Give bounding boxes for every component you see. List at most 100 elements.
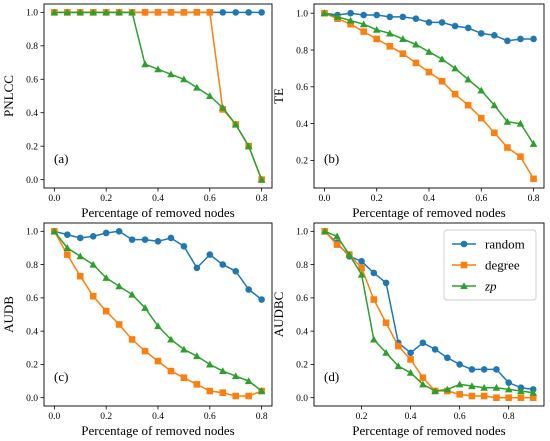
panel-label: (b): [324, 151, 339, 166]
legend-marker-zp: [460, 282, 468, 290]
data-point-random: [431, 346, 439, 353]
data-point-random: [407, 349, 414, 357]
data-point-degree: [493, 394, 500, 401]
data-point-degree: [333, 241, 341, 248]
data-point-random: [517, 35, 524, 43]
data-point-degree: [451, 90, 459, 98]
data-point-random: [360, 11, 367, 19]
data-point-random: [193, 264, 201, 272]
y-axis-label: PNLCC: [1, 75, 16, 117]
data-point-degree: [115, 321, 123, 328]
data-point-zp: [128, 8, 136, 16]
data-point-zp: [89, 260, 98, 268]
data-point-degree: [370, 296, 378, 303]
data-point-zp: [346, 16, 355, 24]
data-point-degree: [412, 59, 420, 67]
data-point-zp: [115, 8, 123, 16]
x-tick-label: 0.6: [204, 412, 216, 422]
data-point-degree: [141, 347, 149, 355]
data-point-random: [444, 354, 451, 362]
data-point-random: [232, 9, 240, 16]
x-tick-label: 0.0: [48, 412, 60, 422]
x-tick-label: 0.4: [405, 412, 417, 422]
x-tick-label: 0.0: [48, 194, 60, 204]
data-point-zp: [231, 372, 240, 380]
y-axis-label: TE: [271, 88, 286, 104]
data-point-zp: [76, 8, 85, 16]
data-point-zp: [455, 380, 464, 388]
data-point-zp: [102, 274, 110, 281]
data-point-zp: [516, 119, 525, 127]
data-point-random: [232, 267, 240, 275]
y-tick-label: 1.0: [296, 228, 308, 238]
y-tick-label: 0.0: [26, 176, 38, 186]
data-point-degree: [517, 153, 524, 161]
x-axis-label: Percentage of removed nodes: [81, 423, 234, 438]
data-point-degree: [530, 175, 537, 183]
data-point-degree: [468, 392, 476, 400]
data-point-zp: [244, 142, 253, 150]
y-tick-label: 0.8: [296, 46, 308, 56]
data-point-degree: [477, 114, 485, 122]
data-point-zp: [503, 117, 512, 125]
data-point-random: [468, 366, 476, 373]
data-point-degree: [505, 394, 512, 401]
data-point-degree: [358, 264, 365, 272]
data-point-random: [245, 286, 252, 293]
data-point-random: [167, 234, 175, 242]
data-point-zp: [406, 368, 415, 376]
y-tick-label: 1.0: [26, 9, 38, 19]
data-point-zp: [490, 101, 499, 109]
data-point-random: [412, 15, 420, 23]
data-point-zp: [50, 8, 59, 16]
data-point-zp: [438, 55, 446, 63]
data-point-zp: [320, 9, 329, 17]
y-tick-label: 0.6: [296, 83, 308, 93]
data-point-degree: [517, 394, 525, 401]
data-point-zp: [128, 290, 136, 298]
panel-4: 0.2 0.4 0.6 0.8 0.0 0.2 0.4 0.6 0.8 1.0 Percentage…: [271, 222, 545, 438]
data-point-zp: [357, 270, 366, 278]
x-axis-label: Percentage of removed nodes: [352, 205, 505, 220]
series-line-degree: [53, 230, 262, 397]
x-tick-label: 0.4: [152, 412, 164, 422]
y-tick-label: 0.4: [296, 120, 308, 130]
data-point-degree: [419, 374, 427, 382]
data-point-zp: [50, 227, 59, 235]
data-point-degree: [491, 129, 498, 137]
data-point-random: [102, 229, 110, 237]
data-point-degree: [76, 272, 84, 280]
data-point-zp: [529, 388, 538, 396]
data-point-random: [464, 24, 472, 32]
series-line-degree: [54, 11, 263, 180]
data-point-random: [493, 366, 500, 373]
data-point-zp: [333, 13, 342, 20]
x-tick-label: 0.6: [454, 412, 466, 422]
legend-label-zp: zp: [484, 279, 497, 294]
panel-label: (d): [324, 369, 339, 384]
data-point-random: [141, 236, 149, 243]
x-tick-label: 0.6: [204, 194, 216, 204]
data-point-zp: [399, 35, 407, 42]
data-point-random: [386, 13, 394, 21]
data-point-random: [180, 242, 188, 250]
data-point-zp: [333, 232, 341, 240]
data-point-random: [64, 231, 71, 238]
data-point-zp: [167, 335, 175, 343]
data-point-zp: [370, 335, 378, 343]
data-point-random: [154, 238, 162, 245]
legend-label-degree: degree: [485, 258, 520, 273]
data-point-degree: [154, 357, 162, 365]
data-point-degree: [373, 35, 381, 43]
data-point-zp: [218, 367, 227, 375]
data-point-zp: [394, 362, 403, 370]
data-point-zp: [492, 383, 501, 391]
data-point-zp: [141, 304, 149, 311]
data-point-zp: [206, 92, 214, 100]
data-point-zp: [102, 8, 110, 16]
data-point-zp: [63, 244, 72, 251]
data-point-zp: [154, 322, 162, 330]
x-tick-label: 0.8: [256, 194, 268, 204]
data-point-degree: [141, 9, 149, 16]
